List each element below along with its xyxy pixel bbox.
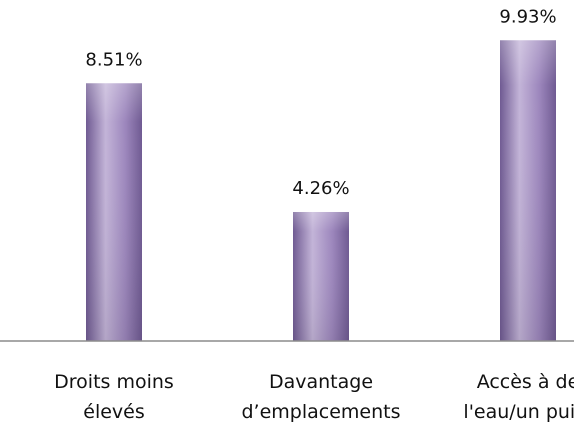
category-labels: Droits moins élevés Davantage d’emplacement… <box>54 371 574 423</box>
bars <box>86 40 556 342</box>
category-label-1: Droits moins élevés <box>54 371 174 423</box>
bar-2-highlight <box>293 211 349 341</box>
category-label-3: Accès à del'eau/un puits <box>463 371 574 423</box>
labels: 8.51% 4.26% 9.93% <box>85 6 556 199</box>
data-label-1: 8.51% <box>85 49 142 70</box>
bar-1-highlight <box>86 83 142 342</box>
bar-3-highlight <box>500 40 556 342</box>
category-label-2: Davantage d’emplacements <box>241 371 400 423</box>
data-label-3: 9.93% <box>499 6 556 27</box>
data-label-2: 4.26% <box>292 178 349 199</box>
